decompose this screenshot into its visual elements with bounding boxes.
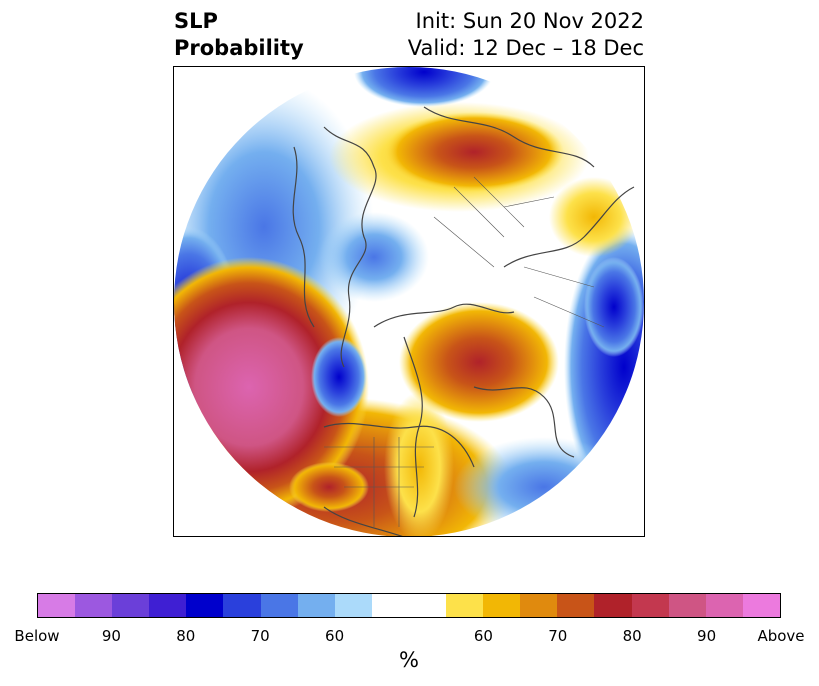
colorbar-segment — [408, 594, 447, 617]
colorbar-segment — [557, 594, 595, 617]
colorbar — [37, 593, 781, 618]
colorbar-tick-label: 90 — [101, 627, 121, 645]
colorbar-tick-label: 90 — [697, 627, 717, 645]
colorbar-segment — [334, 594, 372, 617]
colorbar-tick-label: 80 — [176, 627, 196, 645]
title-type: Probability — [174, 36, 304, 60]
colorbar-segment — [260, 594, 298, 617]
colorbar-tick-label: 60 — [325, 627, 345, 645]
colorbar-tick-label: Above — [757, 627, 805, 645]
init-date: Init: Sun 20 Nov 2022 — [415, 9, 644, 33]
colorbar-segment — [631, 594, 669, 617]
title-left: SLP Probability — [174, 8, 304, 62]
colorbar-segment — [371, 594, 409, 617]
colorbar-segment — [742, 594, 780, 617]
colorbar-segment — [38, 594, 76, 617]
colorbar-segment — [297, 594, 335, 617]
colorbar-segment — [520, 594, 558, 617]
colorbar-segment — [483, 594, 521, 617]
colorbar-tick-label: 70 — [250, 627, 270, 645]
colorbar-tick-label: 80 — [622, 627, 642, 645]
colorbar-segment — [705, 594, 743, 617]
country-borders — [324, 176, 605, 527]
colorbar-segment — [112, 594, 150, 617]
colorbar-tick-label: 60 — [473, 627, 493, 645]
polar-map — [174, 67, 644, 536]
colorbar-tick-label: Below — [14, 627, 60, 645]
colorbar-unit: % — [399, 648, 419, 672]
colorbar-segment — [75, 594, 113, 617]
colorbar-segment — [594, 594, 632, 617]
title-right: Init: Sun 20 Nov 2022 Valid: 12 Dec – 18… — [408, 8, 644, 62]
title-variable: SLP — [174, 9, 218, 33]
colorbar-tick-label: 70 — [548, 627, 568, 645]
coastlines — [292, 106, 635, 536]
colorbar-segment — [186, 594, 224, 617]
colorbar-segment — [668, 594, 706, 617]
colorbar-segment — [223, 594, 261, 617]
colorbar-segment — [446, 594, 484, 617]
colorbar-segment — [149, 594, 187, 617]
valid-period: Valid: 12 Dec – 18 Dec — [407, 36, 644, 60]
map-panel — [173, 66, 645, 537]
probability-field — [174, 67, 644, 536]
